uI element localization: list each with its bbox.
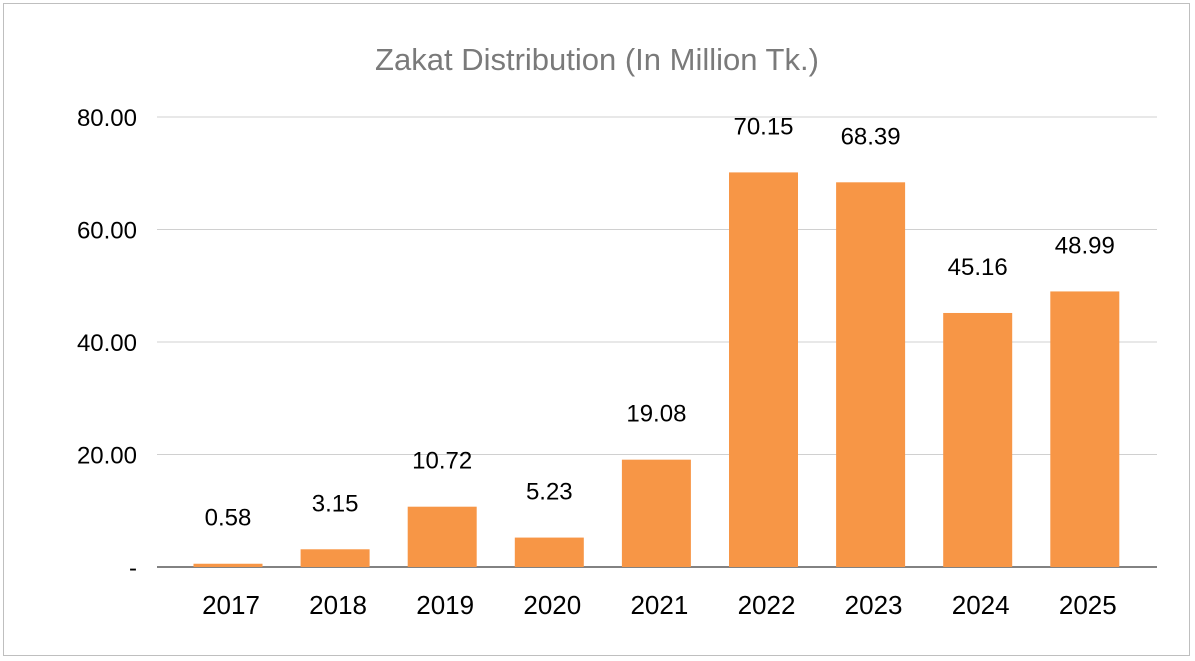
x-tick-label: 2018 <box>309 590 367 620</box>
data-label: 0.58 <box>205 505 252 532</box>
chart-frame <box>3 3 1190 656</box>
bar-2017 <box>193 563 263 567</box>
x-tick-label: 2024 <box>952 590 1010 620</box>
chart-title: Zakat Distribution (In Million Tk.) <box>375 42 819 77</box>
x-tick-label: 2022 <box>738 590 796 620</box>
y-tick-label: 80.00 <box>77 105 137 132</box>
bar-2021 <box>621 459 691 567</box>
x-tick-label: 2017 <box>202 590 260 620</box>
bar-2022 <box>729 172 798 567</box>
data-label: 48.99 <box>1055 232 1115 259</box>
x-tick-label: 2020 <box>523 590 581 620</box>
x-tick-label: 2023 <box>845 590 903 620</box>
data-label: 10.72 <box>412 448 472 475</box>
y-tick-label: 40.00 <box>77 330 137 357</box>
x-tick-label: 2025 <box>1059 590 1117 620</box>
y-tick-label: 60.00 <box>77 218 137 245</box>
bar-2023 <box>836 182 906 567</box>
data-label: 70.15 <box>733 113 793 140</box>
y-tick-label: - <box>129 555 137 582</box>
bar-2018 <box>300 549 370 567</box>
data-label: 45.16 <box>948 254 1008 281</box>
bar-2024 <box>943 312 1013 567</box>
bar-2025 <box>1050 291 1120 567</box>
data-label: 19.08 <box>626 401 686 428</box>
y-tick-label: 20.00 <box>77 443 137 470</box>
data-label: 68.39 <box>841 123 901 150</box>
data-label: 3.15 <box>312 490 359 517</box>
x-tick-label: 2021 <box>630 590 688 620</box>
x-tick-label: 2019 <box>416 590 474 620</box>
data-label: 5.23 <box>526 479 573 506</box>
bar-2020 <box>514 537 584 567</box>
bar-2019 <box>407 506 477 567</box>
